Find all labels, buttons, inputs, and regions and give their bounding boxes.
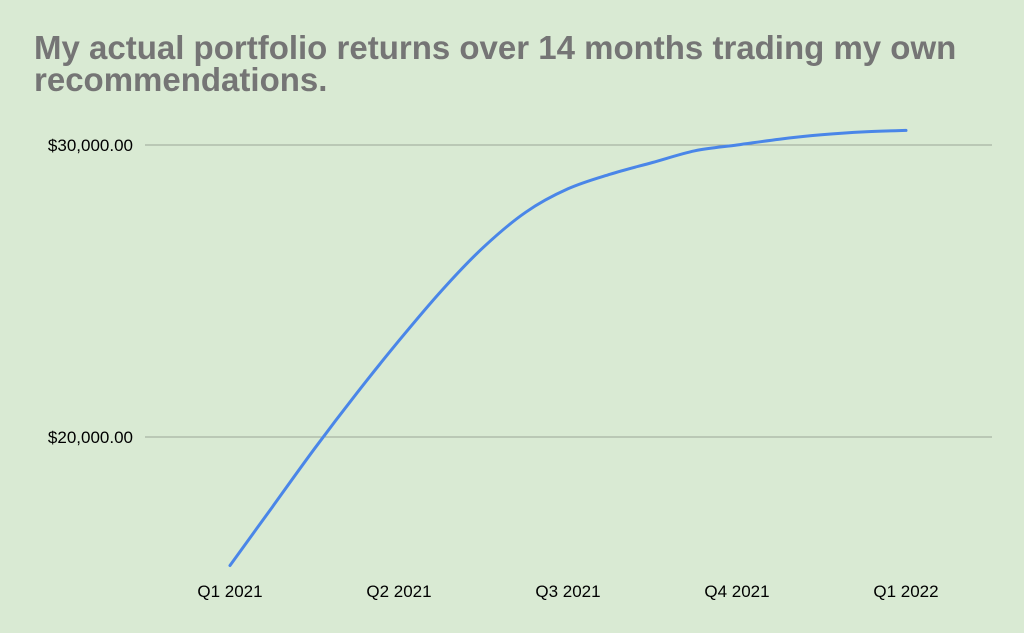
x-tick-label: Q1 2022 — [873, 582, 938, 601]
x-axis-tick-labels: Q1 2021 Q2 2021 Q3 2021 Q4 2021 Q1 2022 — [197, 582, 938, 601]
x-tick-label: Q3 2021 — [535, 582, 600, 601]
x-tick-label: Q2 2021 — [366, 582, 431, 601]
y-axis-tick-labels: $20,000.00 $30,000.00 — [48, 136, 133, 447]
x-tick-label: Q4 2021 — [704, 582, 769, 601]
gridlines — [145, 144, 992, 438]
series-layer — [228, 128, 908, 567]
chart-title: My actual portfolio returns over 14 mont… — [34, 29, 957, 98]
y-tick-label: $20,000.00 — [48, 428, 133, 447]
y-tick-label: $30,000.00 — [48, 136, 133, 155]
x-tick-label: Q1 2021 — [197, 582, 262, 601]
series-line-portfolio-value — [228, 128, 908, 567]
